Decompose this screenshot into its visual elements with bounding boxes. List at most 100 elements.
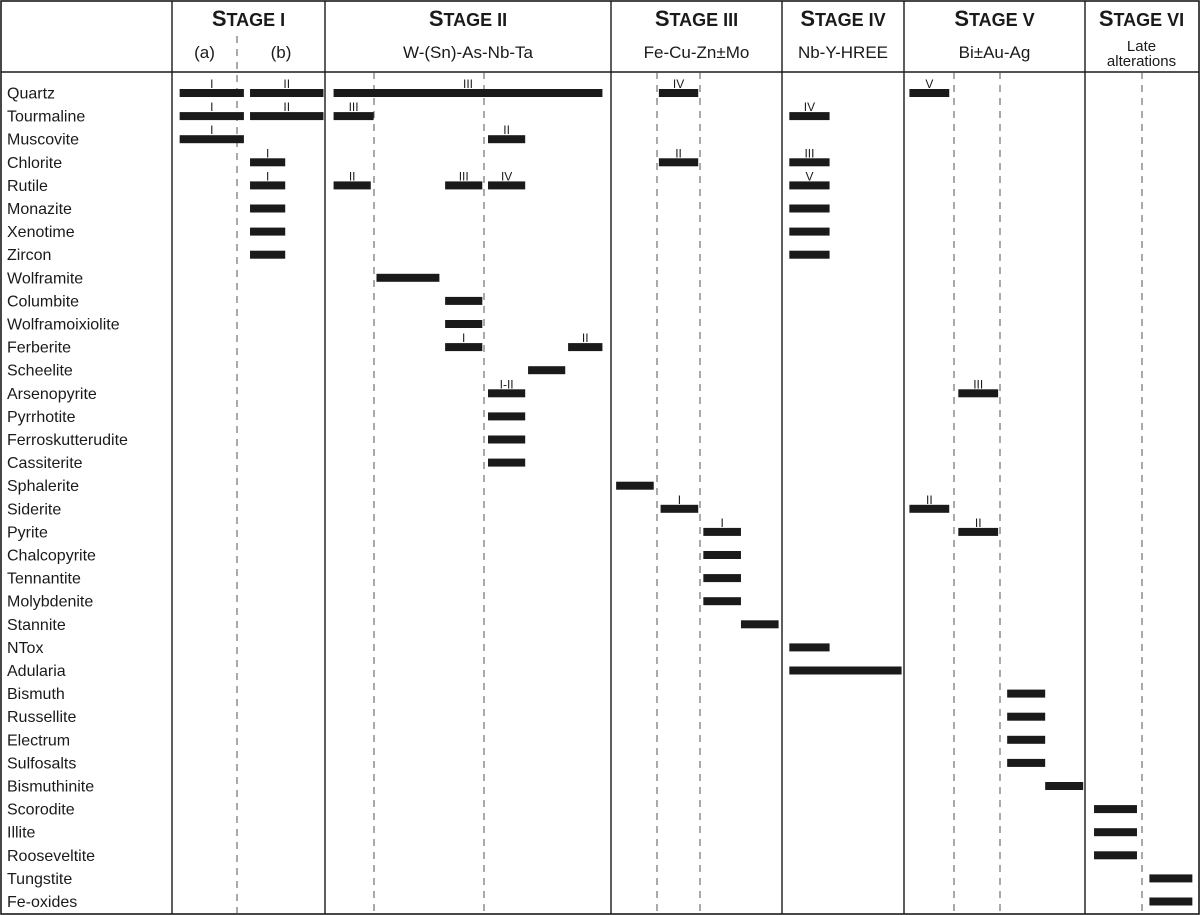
generation-label-quartz-4: V [925, 77, 933, 91]
bar-quartz-stage-v-4 [909, 89, 950, 97]
stage-II-subtitle: W-(Sn)-As-Nb-Ta [403, 43, 534, 62]
bar-monazite-stage-i-19 [250, 204, 286, 213]
mineral-label-tungstite: Tungstite [7, 871, 72, 888]
mineral-label-chalcopyrite: Chalcopyrite [7, 548, 96, 565]
bar-tennantite-stage-iii-42 [703, 574, 741, 583]
stage-title-II: STAGE II [429, 6, 507, 31]
mineral-label-scheelite: Scheelite [7, 363, 73, 380]
mineral-label-ferberite: Ferberite [7, 340, 71, 357]
bar-chlorite-stage-i-11 [250, 158, 286, 167]
generation-label-tourmaline-8: IV [804, 100, 815, 114]
bar-chlorite-stage-iv-13 [789, 158, 830, 167]
mineral-label-fe-oxides: Fe-oxides [7, 894, 77, 911]
bar-molybdenite-stage-iii-43 [703, 597, 741, 606]
bar-wolframoixiolite-stage-ii-27 [445, 320, 483, 328]
generation-label-tourmaline-7: III [349, 100, 359, 114]
bar-sphalerite-stage-iii-36 [616, 481, 654, 490]
generation-label-siderite-37: I [678, 493, 681, 507]
bar-monazite-stage-iv-20 [789, 204, 830, 213]
bar-pyrite-stage-v-40 [958, 527, 999, 536]
mineral-label-adularia: Adularia [7, 663, 66, 680]
mineral-label-bismuthinite: Bismuthinite [7, 779, 94, 796]
mineral-label-bismuth: Bismuth [7, 686, 65, 703]
generation-label-muscovite-9: I [210, 123, 213, 137]
bar-russellite-stage-v-48 [1007, 712, 1046, 721]
mineral-label-siderite: Siderite [7, 501, 61, 518]
bar-siderite-stage-v-38 [909, 504, 950, 513]
generation-label-chlorite-13: III [804, 146, 814, 160]
stage-title-IV: STAGE IV [800, 6, 885, 31]
generation-label-pyrite-39: I [720, 516, 723, 530]
bar-sulfosalts-stage-v-50 [1007, 758, 1046, 767]
mineral-label-chlorite: Chlorite [7, 155, 62, 172]
mineral-label-electrum: Electrum [7, 732, 70, 749]
stage-VI-sub-0: Late [1127, 38, 1156, 55]
stage-VI-sub-1: alterations [1107, 53, 1176, 70]
generation-label-arsenopyrite-31: I-II [500, 377, 514, 391]
bar-tourmaline-stage-ii-7 [333, 112, 374, 121]
bar-stannite-stage-iii-44 [740, 620, 779, 629]
bar-cassiterite-stage-ii-35 [488, 458, 526, 467]
generation-label-rutile-16: III [459, 169, 469, 183]
mineral-label-molybdenite: Molybdenite [7, 594, 93, 611]
bar-quartz-stage-i-1 [250, 89, 324, 97]
mineral-label-zircon: Zircon [7, 247, 51, 264]
stage-IV-subtitle: Nb-Y-HREE [798, 43, 888, 62]
stage-V-subtitle: Bi±Au-Ag [959, 43, 1031, 62]
bar-fe-oxides-stage-vi-56 [1149, 897, 1193, 906]
mineral-label-monazite: Monazite [7, 201, 72, 218]
bar-muscovite-stage-i-9 [179, 135, 244, 144]
mineral-label-stannite: Stannite [7, 617, 66, 634]
mineral-label-ntox: NTox [7, 640, 43, 657]
generation-label-rutile-15: II [349, 169, 356, 183]
generation-label-rutile-14: I [266, 169, 269, 183]
generation-label-rutile-17: IV [501, 169, 512, 183]
mineral-label-tennantite: Tennantite [7, 571, 81, 588]
mineral-label-wolframoixiolite: Wolframoixiolite [7, 317, 120, 334]
mineral-label-rutile: Rutile [7, 178, 48, 195]
bar-muscovite-stage-ii-10 [488, 135, 526, 144]
stage-headers: STAGE I (a) (b) STAGE II W-(Sn)-As-Nb-Ta STAG… [194, 6, 1184, 70]
generation-label-quartz-0: I [210, 77, 213, 91]
generation-label-ferberite-28: I [462, 331, 465, 345]
bar-columbite-stage-ii-26 [445, 296, 483, 305]
bar-illite-stage-vi-53 [1094, 828, 1137, 837]
bar-rutile-stage-ii-17 [488, 181, 526, 190]
bar-zircon-stage-iv-24 [789, 250, 830, 259]
bar-bismuth-stage-v-47 [1007, 689, 1046, 698]
bar-quartz-stage-ii-2 [333, 89, 603, 97]
generation-label-quartz-3: IV [673, 77, 684, 91]
bar-bismuthinite-stage-v-51 [1045, 782, 1084, 790]
stage-title-V: STAGE V [954, 6, 1034, 31]
bar-adularia-stage-iv-46 [789, 666, 902, 675]
generation-label-chlorite-12: II [675, 146, 682, 160]
mineral-label-muscovite: Muscovite [7, 132, 79, 149]
bar-xenotime-stage-i-21 [250, 227, 286, 236]
bar-zircon-stage-i-23 [250, 250, 286, 259]
generation-label-chlorite-11: I [266, 146, 269, 160]
generation-label-tourmaline-5: I [210, 100, 213, 114]
mineral-label-russellite: Russellite [7, 709, 76, 726]
generation-label-tourmaline-6: II [283, 100, 290, 114]
stage-III-subtitle: Fe-Cu-Zn±Mo [644, 43, 750, 62]
bar-scorodite-stage-vi-52 [1094, 805, 1137, 814]
bar-rutile-stage-i-14 [250, 181, 286, 190]
bar-arsenopyrite-stage-v-32 [958, 389, 999, 398]
stage-I-sub-b: (b) [271, 43, 292, 62]
generation-label-rutile-18: V [805, 169, 813, 183]
generation-label-quartz-2: III [463, 77, 473, 91]
bar-xenotime-stage-iv-22 [789, 227, 830, 236]
mineral-label-sphalerite: Sphalerite [7, 478, 79, 495]
stage-title-III: STAGE III [655, 6, 738, 31]
generation-label-ferberite-29: II [582, 331, 589, 345]
mineral-labels: Quartz Tourmaline Muscovite Chlorite Rutile M… [7, 86, 128, 912]
mineral-label-pyrite: Pyrite [7, 524, 48, 541]
generation-label-pyrite-40: II [975, 516, 982, 530]
bar-rooseveltite-stage-vi-54 [1094, 851, 1137, 860]
mineral-label-wolframite: Wolframite [7, 270, 83, 287]
bar-ntox-stage-iv-45 [789, 643, 830, 652]
